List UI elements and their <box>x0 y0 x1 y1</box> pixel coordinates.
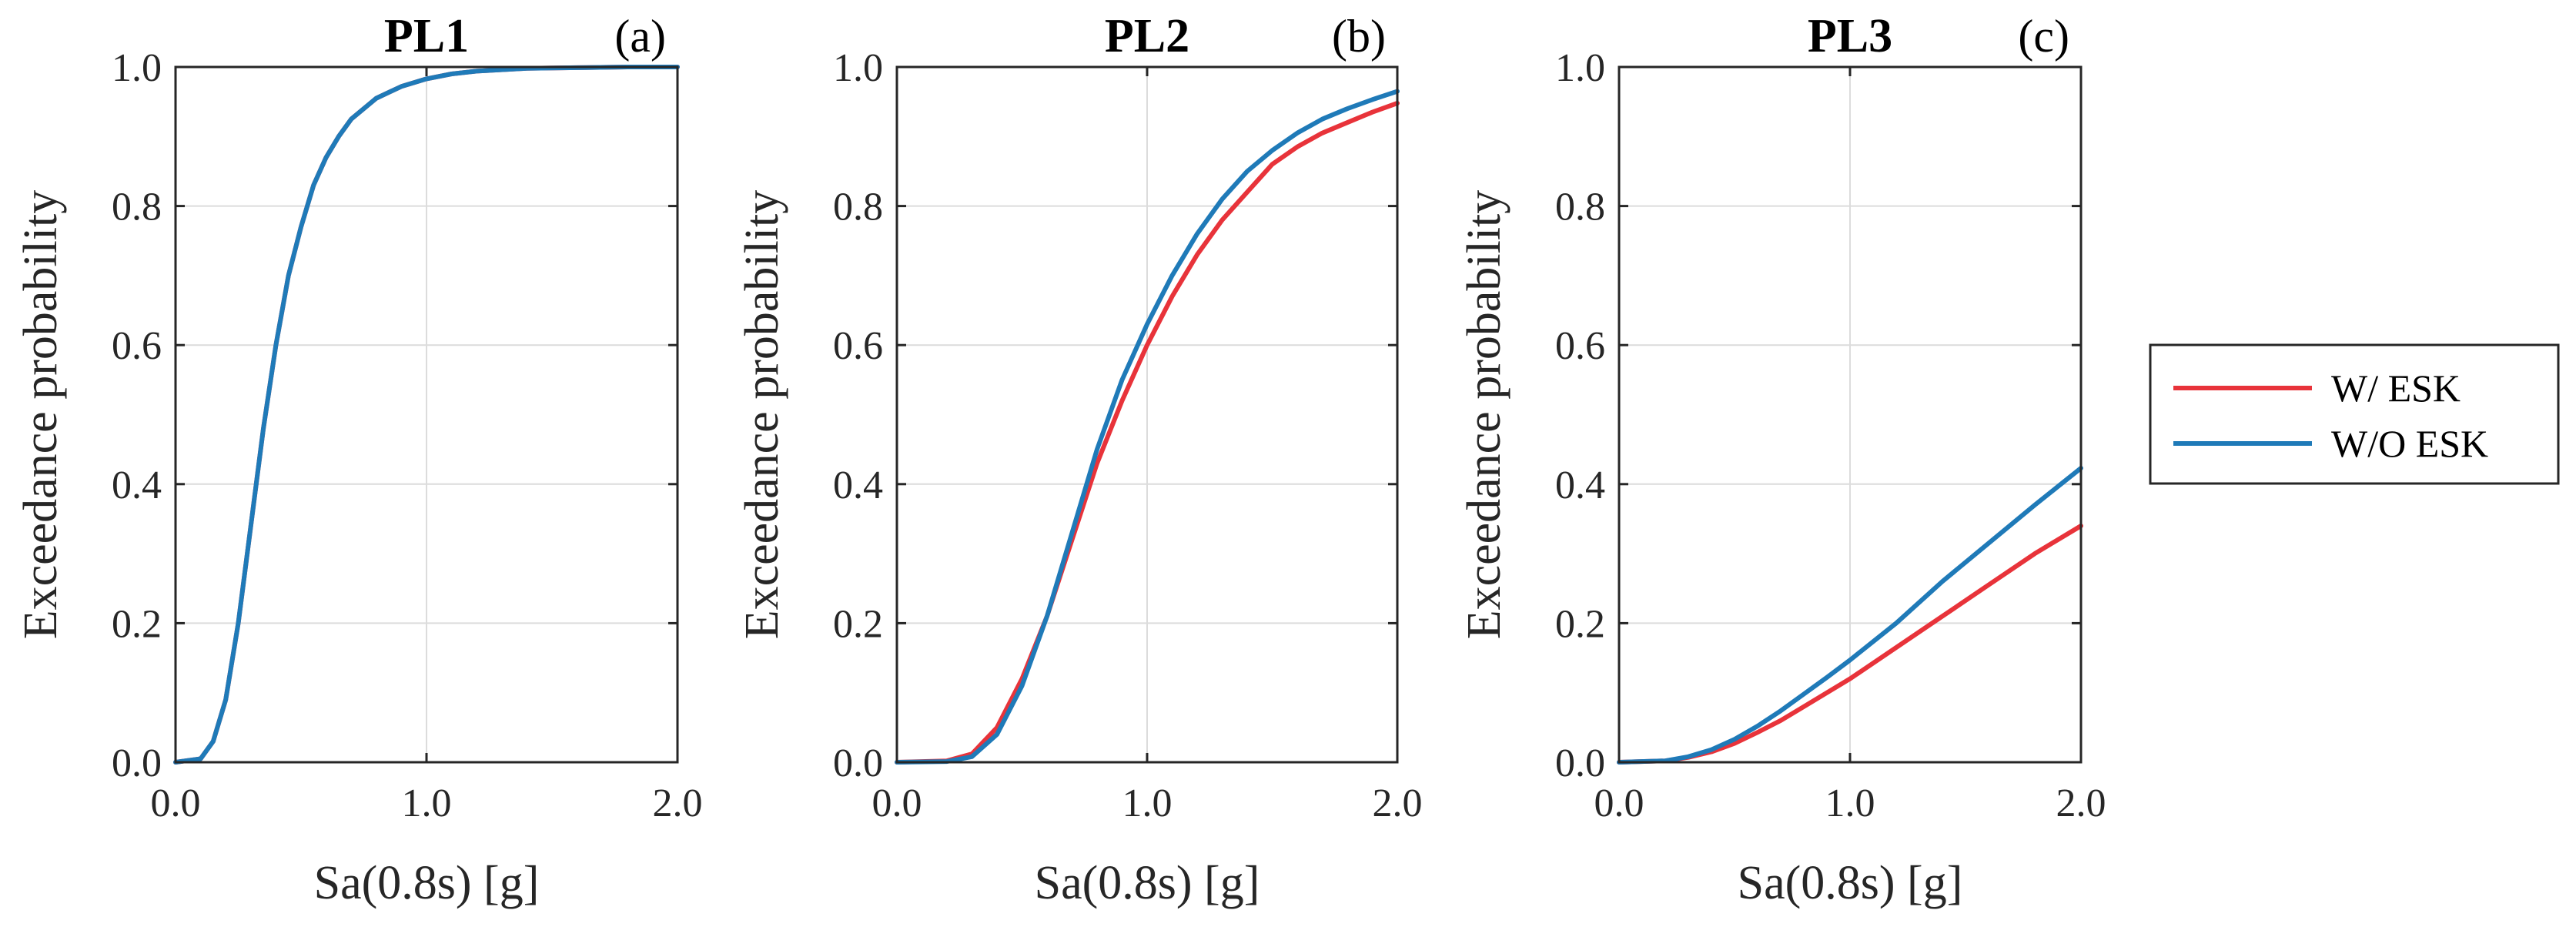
series-line-wo-esk <box>173 65 680 765</box>
legend-label-w-esk: W/ ESK <box>2331 366 2461 410</box>
panel-letter: (c) <box>2018 11 2069 62</box>
y-axis-label: Exceedance probability <box>15 190 67 640</box>
y-axis-label: Exceedance probability <box>1458 190 1510 640</box>
y-tick-label: 1.0 <box>112 46 162 90</box>
x-tick-label: 2.0 <box>2056 781 2106 825</box>
x-tick-label: 2.0 <box>1373 781 1423 825</box>
y-tick-label: 1.0 <box>833 46 883 90</box>
x-tick-label: 0.0 <box>151 781 201 825</box>
y-tick-label: 0.4 <box>1555 463 1605 507</box>
y-tick-label: 0.6 <box>112 324 162 368</box>
x-axis-label: Sa(0.8s) [g] <box>1738 857 1963 909</box>
y-tick-label: 0.8 <box>833 186 883 229</box>
y-tick-label: 0.2 <box>1555 602 1605 646</box>
x-tick-label: 1.0 <box>1825 781 1875 825</box>
x-tick-label: 1.0 <box>1122 781 1173 825</box>
y-tick-label: 0.0 <box>112 741 162 785</box>
panel-letter: (a) <box>614 11 666 62</box>
y-tick-label: 0.6 <box>833 324 883 368</box>
x-tick-label: 1.0 <box>402 781 452 825</box>
panel-letter: (b) <box>1332 11 1386 62</box>
legend-label-wo-esk: W/O ESK <box>2331 422 2488 465</box>
panel-1: 0.0 0.2 0.4 0.6 0.8 1.0 0.0 1.0 2.0 Sa(0.8s) [g] E… <box>15 10 703 909</box>
x-tick-label: 0.0 <box>872 781 922 825</box>
y-tick-label: 0.4 <box>112 463 162 507</box>
y-tick-label: 1.0 <box>1555 46 1605 90</box>
y-tick-label: 0.8 <box>112 186 162 229</box>
x-axis-label: Sa(0.8s) [g] <box>314 857 540 909</box>
y-tick-label: 0.2 <box>833 602 883 646</box>
y-axis-label: Exceedance probability <box>736 190 788 640</box>
series-line-wo-esk <box>895 89 1400 765</box>
y-tick-label: 0.0 <box>1555 741 1605 785</box>
y-tick-label: 0.2 <box>112 602 162 646</box>
panel-title: PL3 <box>1808 10 1892 62</box>
panel-title: PL1 <box>384 10 469 62</box>
x-tick-label: 2.0 <box>653 781 703 825</box>
series-line-wo-esk <box>1617 466 2083 765</box>
panel-2: 0.0 0.2 0.4 0.6 0.8 1.0 0.0 1.0 2.0 Sa(0.8s) [g] E… <box>736 10 1423 909</box>
y-tick-label: 0.8 <box>1555 186 1605 229</box>
panels: 0.0 0.2 0.4 0.6 0.8 1.0 0.0 1.0 2.0 Sa(0.8s) [g] E… <box>15 10 2106 909</box>
y-tick-label: 0.0 <box>833 741 883 785</box>
panel-title: PL2 <box>1105 10 1189 62</box>
x-tick-label: 0.0 <box>1594 781 1644 825</box>
legend: W/ ESK W/O ESK <box>2149 343 2560 485</box>
series-line-w-esk <box>895 101 1400 765</box>
y-tick-label: 0.4 <box>833 463 883 507</box>
panel-3: 0.0 0.2 0.4 0.6 0.8 1.0 0.0 1.0 2.0 Sa(0.8s) [g] E… <box>1458 10 2106 909</box>
y-tick-label: 0.6 <box>1555 324 1605 368</box>
x-axis-label: Sa(0.8s) [g] <box>1035 857 1260 909</box>
legend-box <box>2149 343 2560 485</box>
